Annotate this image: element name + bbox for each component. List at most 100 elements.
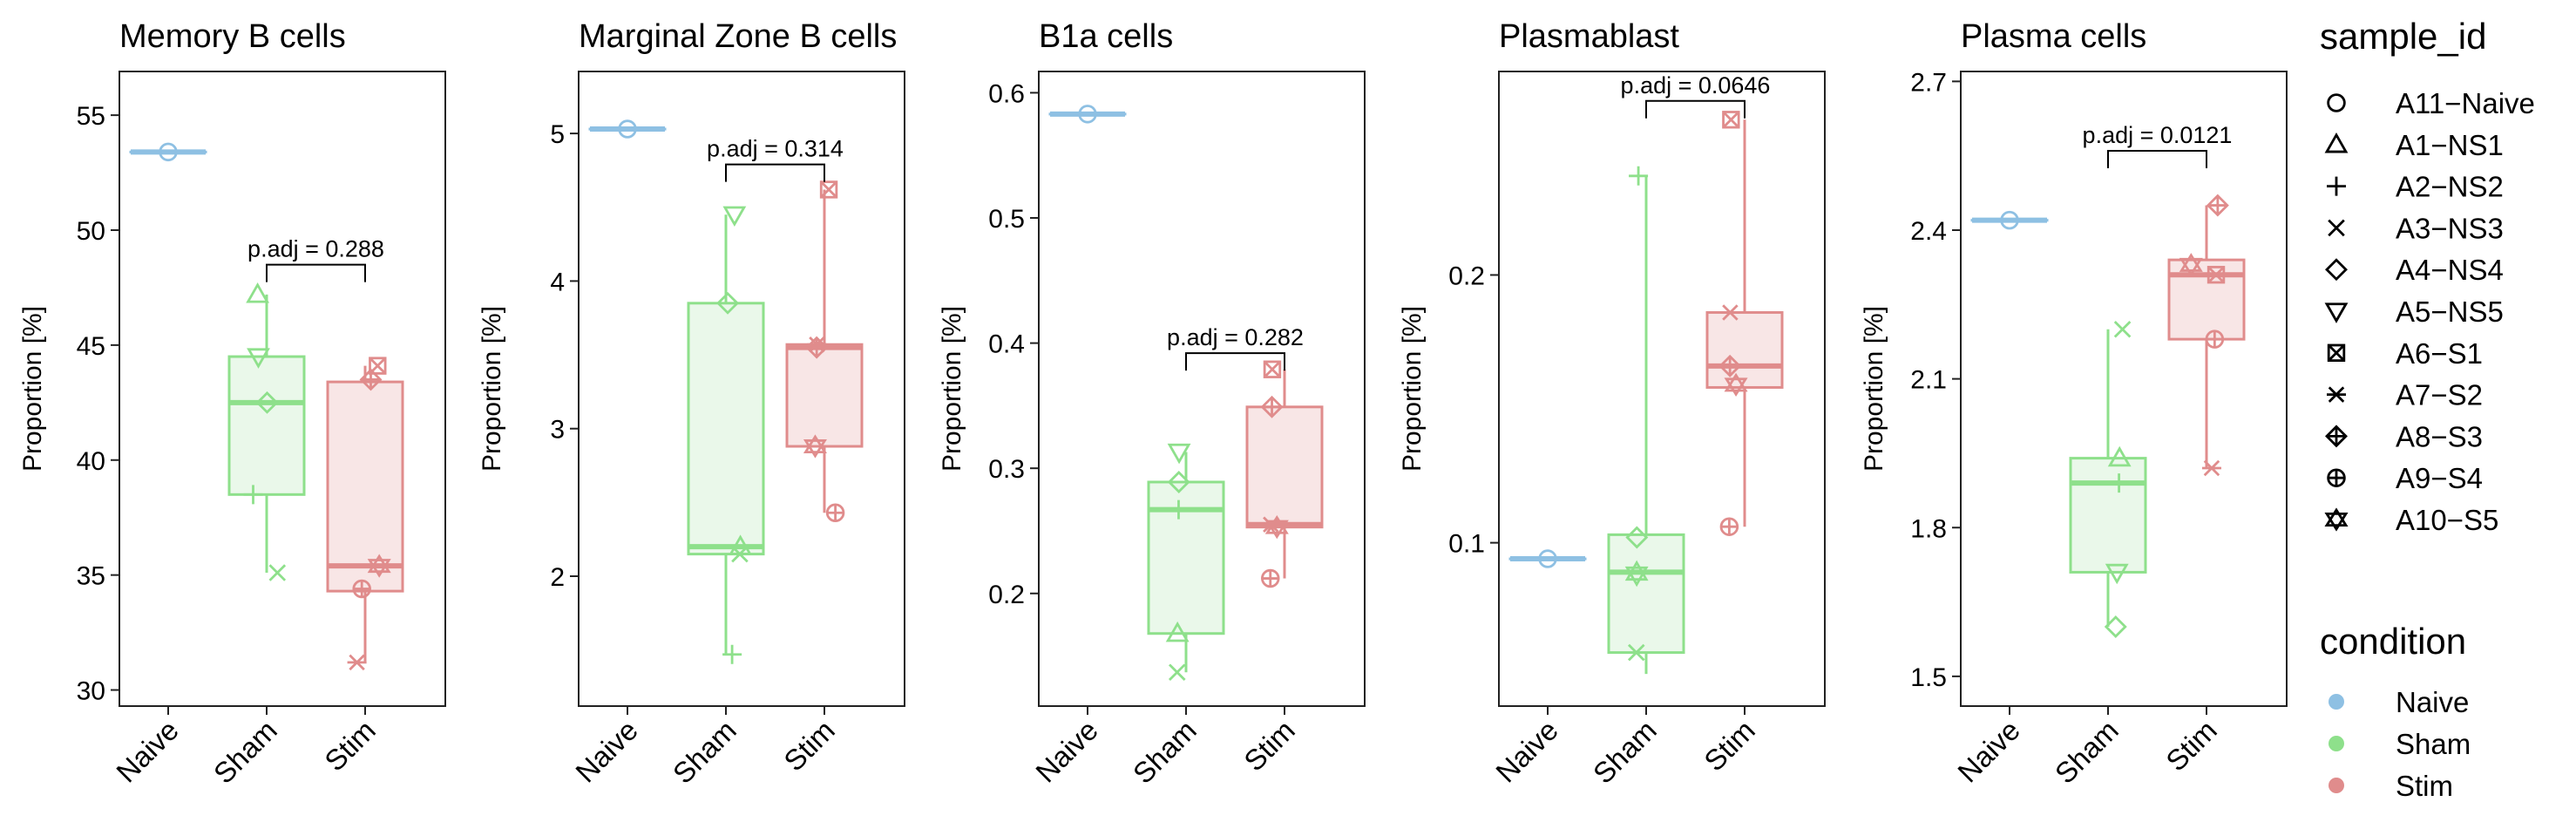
legend-label: A10−S5 bbox=[2396, 504, 2498, 536]
chart-panel-1: Marginal Zone B cells Proportion [%] 2 3 4 5 N… bbox=[478, 18, 905, 790]
diamond-shape bbox=[1167, 470, 1190, 493]
box-body bbox=[1705, 310, 1784, 389]
data-point bbox=[1261, 568, 1280, 588]
plus-shape bbox=[243, 485, 263, 505]
legend-item: A1−NS1 bbox=[2324, 129, 2504, 161]
data-point bbox=[722, 644, 742, 664]
x-tick-label: Naive bbox=[1029, 714, 1104, 789]
y-tick-label: 0.2 bbox=[988, 581, 1025, 609]
x-tick-label: Sham bbox=[667, 714, 742, 790]
triangle-shape bbox=[803, 434, 827, 454]
triangle-shape bbox=[1724, 377, 1748, 398]
y-axis-label: Proportion [%] bbox=[1398, 306, 1427, 472]
triangle-down-open-icon bbox=[2324, 302, 2349, 323]
triangle-shape bbox=[2179, 257, 2203, 277]
data-point bbox=[2206, 194, 2229, 217]
triangle-shape bbox=[2324, 507, 2349, 527]
y-tick-label: 50 bbox=[77, 217, 105, 246]
p-value-label: p.adj = 0.288 bbox=[247, 236, 384, 262]
square-shape bbox=[819, 180, 838, 199]
box-body bbox=[687, 302, 765, 556]
significance-bracket bbox=[1185, 352, 1285, 371]
plus-shape bbox=[1720, 356, 1740, 376]
plus-shape bbox=[2327, 426, 2346, 446]
data-point bbox=[1720, 304, 1740, 321]
y-tick-label: 55 bbox=[77, 102, 105, 131]
legend-label: A2−NS2 bbox=[2396, 171, 2504, 203]
x-tick-label: Stim bbox=[1237, 714, 1301, 778]
plus-shape bbox=[2207, 195, 2227, 215]
legend-item: A6−S1 bbox=[2327, 337, 2483, 370]
data-point bbox=[359, 368, 383, 391]
cross-shape bbox=[2207, 266, 2225, 283]
legend-item: A11−Naive bbox=[2327, 87, 2535, 119]
data-point bbox=[1168, 663, 1186, 682]
cross-shape bbox=[731, 545, 749, 563]
circle-shape bbox=[1538, 549, 1557, 568]
legend-item: Sham bbox=[2329, 728, 2471, 760]
data-point bbox=[2113, 320, 2132, 338]
data-point bbox=[1625, 526, 1649, 549]
y-tick-label: 35 bbox=[77, 562, 105, 591]
cross-shape bbox=[2328, 219, 2345, 237]
plus-icon bbox=[2327, 176, 2346, 196]
plus-shape bbox=[1629, 166, 1649, 186]
box-sham bbox=[1607, 175, 1685, 675]
data-point bbox=[805, 336, 829, 359]
chart-panel-2: B1a cells Proportion [%] 0.2 0.3 0.4 0.5 0.6 Na… bbox=[938, 18, 1366, 790]
y-tick-label: 4 bbox=[550, 268, 565, 296]
diamond-open-icon bbox=[2325, 258, 2348, 282]
legend-label: Naive bbox=[2396, 686, 2469, 718]
panel-title: Memory B cells bbox=[119, 18, 346, 55]
cross-shape bbox=[2113, 320, 2132, 338]
legend-label: A3−NS3 bbox=[2396, 212, 2504, 244]
square-shape bbox=[2327, 343, 2346, 363]
legend-label: Sham bbox=[2396, 728, 2471, 760]
data-point bbox=[367, 554, 391, 578]
triangle-shape bbox=[1264, 515, 1289, 534]
data-point bbox=[2109, 473, 2129, 493]
diamond-shape bbox=[1625, 526, 1649, 549]
asterisk-shape bbox=[2327, 386, 2346, 403]
chart-panel-4: Plasma cells Proportion [%] 1.5 1.8 2.1 2.4 2.… bbox=[1860, 18, 2288, 790]
legend-item: Naive bbox=[2329, 686, 2469, 718]
triangle-shape bbox=[2179, 253, 2203, 272]
data-point bbox=[268, 564, 287, 581]
box-body bbox=[2069, 457, 2147, 574]
data-point bbox=[1169, 499, 1189, 520]
square-shape bbox=[1722, 111, 1740, 129]
x-tick-label: Sham bbox=[1587, 714, 1663, 790]
cross-icon bbox=[2328, 219, 2345, 237]
asterisk-shape bbox=[1720, 304, 1740, 321]
legend-item: A7−S2 bbox=[2327, 379, 2483, 411]
triangle-shape bbox=[2105, 563, 2129, 585]
y-tick-label: 30 bbox=[77, 677, 105, 706]
x-tick-label: Stim bbox=[2159, 714, 2223, 778]
data-point bbox=[2207, 265, 2226, 284]
star-of-david-icon bbox=[2324, 507, 2349, 532]
p-value-label: p.adj = 0.0646 bbox=[1621, 72, 1771, 99]
data-point bbox=[255, 391, 279, 414]
cross-shape bbox=[1168, 663, 1186, 682]
data-point bbox=[1167, 470, 1190, 493]
data-point bbox=[1165, 621, 1190, 642]
cross-shape bbox=[1264, 360, 1281, 378]
cross-shape bbox=[268, 564, 287, 581]
asterisk-icon bbox=[2327, 386, 2346, 403]
box-stim bbox=[1245, 369, 1324, 579]
y-tick-label: 0.5 bbox=[988, 205, 1025, 234]
data-point bbox=[369, 357, 387, 375]
data-point bbox=[1624, 560, 1649, 581]
x-tick-label: Sham bbox=[207, 714, 283, 790]
legend-item: Stim bbox=[2329, 770, 2453, 802]
circle-shape bbox=[2000, 210, 2019, 230]
box-body bbox=[326, 380, 404, 593]
y-tick-label: 45 bbox=[77, 332, 105, 361]
circle-shape bbox=[2327, 93, 2346, 112]
data-point bbox=[825, 503, 845, 522]
legend-item: A9−S4 bbox=[2327, 462, 2483, 494]
legend-label: A1−NS1 bbox=[2396, 129, 2504, 161]
panel-border bbox=[1960, 71, 2288, 707]
diamond-shape bbox=[716, 291, 740, 315]
